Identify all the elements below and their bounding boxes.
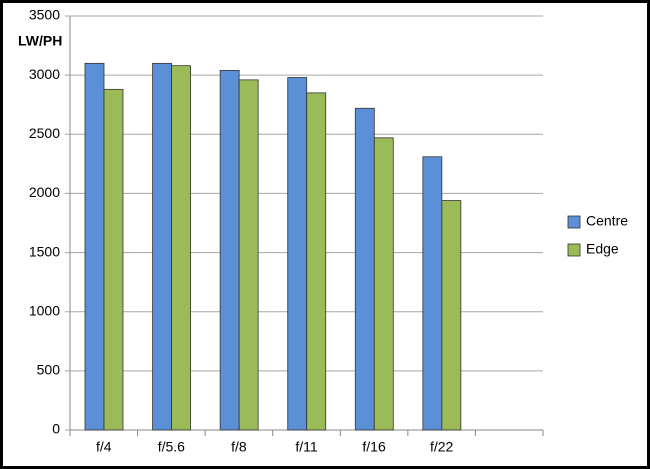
y-tick-label: 0 xyxy=(52,421,60,437)
y-axis-label: LW/PH xyxy=(18,33,62,49)
bar xyxy=(84,62,105,431)
legend-label: Edge xyxy=(586,241,619,257)
bar xyxy=(287,77,308,431)
bar xyxy=(103,88,124,431)
y-tick-label: 1500 xyxy=(29,243,60,259)
y-tick-label: 3500 xyxy=(29,7,60,23)
bar xyxy=(152,62,172,431)
bar xyxy=(373,137,394,431)
legend-label: Centre xyxy=(586,213,628,229)
x-tick-label: f/11 xyxy=(295,439,318,455)
bar xyxy=(422,156,443,431)
y-tick-label: 1000 xyxy=(29,302,60,318)
x-tick-label: f/8 xyxy=(231,439,247,455)
y-tick-label: 500 xyxy=(37,362,61,378)
x-tick-label: f/22 xyxy=(430,439,454,455)
bar xyxy=(306,92,327,431)
bar xyxy=(219,70,240,431)
y-tick-label: 2000 xyxy=(29,184,60,200)
y-tick-label: 2500 xyxy=(29,125,60,141)
legend-swatch xyxy=(567,243,581,257)
bar xyxy=(441,200,462,431)
y-tick-label: 3000 xyxy=(29,66,60,82)
x-tick-label: f/5.6 xyxy=(158,439,185,455)
x-tick-label: f/4 xyxy=(96,439,112,455)
legend-swatch xyxy=(567,215,581,229)
bar xyxy=(238,79,259,431)
bar xyxy=(171,65,191,431)
x-tick-label: f/16 xyxy=(362,439,386,455)
bar xyxy=(354,107,375,431)
